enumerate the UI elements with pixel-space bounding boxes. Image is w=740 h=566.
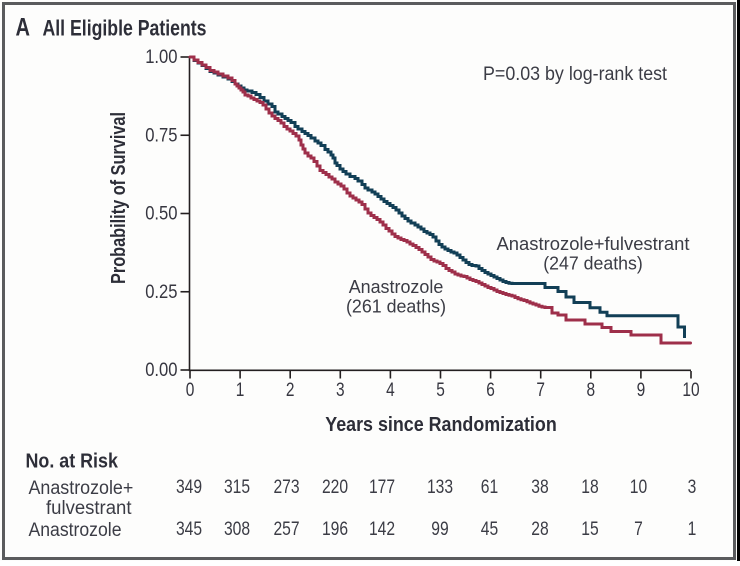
svg-text:3: 3	[688, 477, 697, 498]
svg-text:61: 61	[481, 477, 498, 498]
svg-text:Anastrozole: Anastrozole	[349, 276, 444, 297]
svg-text:2: 2	[286, 380, 295, 401]
svg-text:15: 15	[581, 519, 598, 540]
svg-text:0: 0	[186, 380, 195, 401]
svg-text:257: 257	[273, 519, 299, 540]
svg-text:1.00: 1.00	[145, 47, 177, 68]
svg-text:Anastrozole+: Anastrozole+	[29, 478, 134, 499]
svg-text:4: 4	[386, 380, 395, 401]
svg-text:5: 5	[436, 380, 445, 401]
svg-text:9: 9	[637, 380, 646, 401]
svg-text:28: 28	[531, 519, 548, 540]
svg-text:1: 1	[236, 380, 245, 401]
svg-text:6: 6	[486, 380, 495, 401]
svg-text:Years since Randomization: Years since Randomization	[325, 414, 557, 436]
svg-text:18: 18	[581, 477, 598, 498]
svg-text:308: 308	[224, 519, 250, 540]
svg-text:(247 deaths): (247 deaths)	[543, 253, 643, 274]
svg-text:7: 7	[634, 519, 643, 540]
svg-text:133: 133	[427, 477, 453, 498]
svg-text:142: 142	[369, 519, 395, 540]
svg-text:0.50: 0.50	[145, 204, 177, 225]
svg-text:0.25: 0.25	[145, 282, 177, 303]
svg-text:1: 1	[688, 519, 697, 540]
svg-text:3: 3	[336, 380, 345, 401]
svg-text:fulvestrant: fulvestrant	[46, 498, 132, 519]
svg-text:0.00: 0.00	[145, 360, 177, 381]
svg-text:345: 345	[176, 519, 202, 540]
svg-text:220: 220	[322, 477, 348, 498]
svg-text:196: 196	[322, 519, 348, 540]
svg-text:10: 10	[682, 380, 699, 401]
svg-text:P=0.03 by log-rank test: P=0.03 by log-rank test	[483, 64, 668, 85]
svg-text:(261 deaths): (261 deaths)	[346, 296, 446, 317]
svg-text:No. at Risk: No. at Risk	[26, 451, 119, 473]
svg-text:Probability of Survival: Probability of Survival	[108, 112, 130, 284]
svg-text:38: 38	[531, 477, 548, 498]
svg-text:10: 10	[630, 477, 647, 498]
svg-text:45: 45	[481, 519, 498, 540]
svg-text:99: 99	[431, 519, 448, 540]
svg-text:0.75: 0.75	[145, 125, 177, 146]
svg-text:A: A	[16, 14, 31, 42]
svg-text:7: 7	[536, 380, 545, 401]
svg-text:273: 273	[273, 477, 299, 498]
svg-text:All Eligible Patients: All Eligible Patients	[43, 16, 207, 41]
svg-text:8: 8	[587, 380, 596, 401]
svg-text:Anastrozole+fulvestrant: Anastrozole+fulvestrant	[497, 233, 690, 254]
svg-text:315: 315	[224, 477, 250, 498]
svg-text:177: 177	[369, 477, 395, 498]
svg-text:349: 349	[176, 477, 202, 498]
svg-text:Anastrozole: Anastrozole	[29, 520, 122, 541]
